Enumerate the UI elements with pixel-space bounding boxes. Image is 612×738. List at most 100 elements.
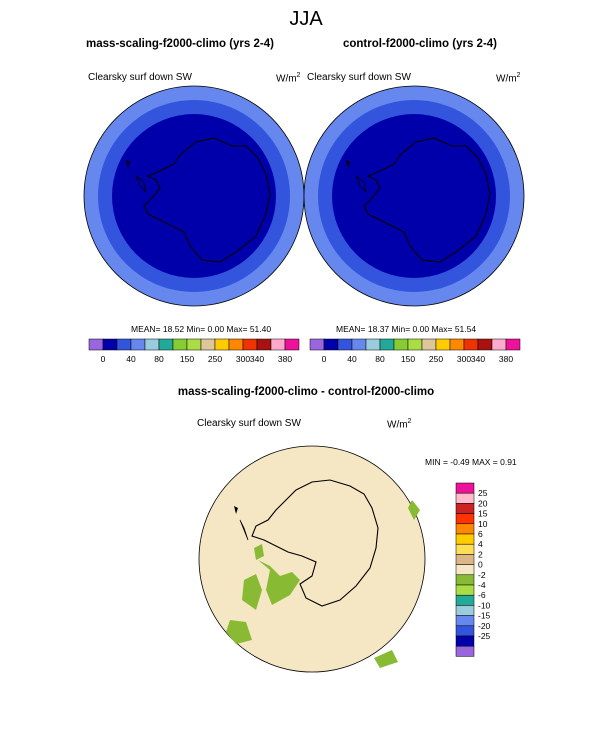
left-colorbar-swatch <box>102 338 118 351</box>
left-stats: MEAN= 18.52 Min= 0.00 Max= 51.40 <box>131 324 272 334</box>
right-colorbar-tick-label: 380 <box>499 354 513 364</box>
diff-colorbar-swatch <box>455 564 475 576</box>
diff-map-peninsula-outline <box>239 519 249 541</box>
right-colorbar-swatch <box>407 338 423 351</box>
diff-map-island <box>234 506 238 514</box>
left-colorbar-tick-label: 300 <box>236 354 250 364</box>
diff-colorbar-tick-label: 10 <box>478 519 488 529</box>
diff-map-patch-3 <box>254 544 264 560</box>
diff-stats: MIN = -0.49 MAX = 0.91 <box>425 457 517 467</box>
left-map-inner-disc <box>112 114 276 278</box>
right-colorbar-swatch <box>491 338 507 351</box>
left-colorbar-tick-label: 40 <box>126 354 136 364</box>
left-colorbar-tick-label: 150 <box>180 354 194 364</box>
diff-colorbar-tick-label: -20 <box>478 621 491 631</box>
right-colorbar-tick-label: 340 <box>471 354 485 364</box>
left-colorbar-swatch <box>228 338 244 351</box>
right-map-inner-disc <box>332 114 496 278</box>
left-map-peninsula-outline <box>135 174 147 194</box>
diff-colorbar-swatch <box>455 574 475 586</box>
diff-panel-title: mass-scaling-f2000-climo - control-f2000… <box>177 386 435 398</box>
diff-colorbar-swatch <box>455 543 475 555</box>
diff-colorbar-tick-label: 15 <box>478 509 488 519</box>
right-colorbar-swatch <box>351 338 367 351</box>
left-colorbar-tick-label: 250 <box>208 354 222 364</box>
left-unit-label: W/m2 <box>276 72 301 85</box>
diff-colorbar-swatch <box>455 584 475 596</box>
right-colorbar-tick-label: 40 <box>347 354 357 364</box>
left-colorbar-swatch <box>242 338 258 351</box>
diff-colorbar-swatch <box>455 645 475 657</box>
right-colorbar-swatch <box>309 338 325 351</box>
left-colorbar-swatch <box>284 338 300 351</box>
diff-map-patch-4 <box>226 620 252 644</box>
left-colorbar-tick-label: 380 <box>278 354 292 364</box>
diff-colorbar-swatch <box>455 513 475 525</box>
right-colorbar-swatch <box>435 338 451 351</box>
right-stats: MEAN= 18.37 Min= 0.00 Max= 51.54 <box>336 324 477 334</box>
diff-map-patch-2 <box>242 574 262 610</box>
left-colorbar-tick-label: 0 <box>101 354 106 364</box>
right-colorbar-tick-label: 250 <box>429 354 443 364</box>
diff-colorbar-swatch <box>455 523 475 535</box>
diff-map-patch-5 <box>374 650 398 668</box>
right-colorbar-swatch <box>337 338 353 351</box>
left-colorbar-swatch <box>116 338 132 351</box>
left-colorbar-swatch <box>144 338 160 351</box>
left-colorbar-swatch <box>88 338 104 351</box>
right-colorbar-tick-label: 300 <box>457 354 471 364</box>
left-variable-label: Clearsky surf down SW <box>88 72 192 83</box>
right-colorbar-swatch <box>421 338 437 351</box>
right-colorbar-swatch <box>477 338 493 351</box>
right-colorbar-swatch <box>365 338 381 351</box>
left-panel-title: mass-scaling-f2000-climo (yrs 2-4) <box>86 38 274 50</box>
right-map-island <box>346 160 350 168</box>
diff-colorbar-swatch <box>455 605 475 616</box>
diff-colorbar-swatch <box>455 594 475 606</box>
right-colorbar-swatch <box>505 338 521 351</box>
left-map-antarctica-outline <box>143 137 271 263</box>
right-colorbar-swatch <box>463 338 479 351</box>
diff-colorbar-tick-label: 20 <box>478 498 488 508</box>
diff-colorbar-tick-label: -4 <box>478 580 486 590</box>
right-panel-title: control-f2000-climo (yrs 2-4) <box>342 38 497 50</box>
left-colorbar-swatch <box>158 338 174 351</box>
diff-colorbar-tick-label: -10 <box>478 600 491 610</box>
right-map <box>303 85 525 307</box>
diff-colorbar-swatch <box>455 503 475 514</box>
diff-colorbar-tick-label: 2 <box>478 549 483 559</box>
diff-colorbar-tick-label: 6 <box>478 529 483 539</box>
left-colorbar-tick-label: 340 <box>250 354 264 364</box>
left-colorbar-swatch <box>172 338 188 351</box>
diff-colorbar-tick-label: 4 <box>478 539 483 549</box>
diff-colorbar-swatch <box>455 533 475 545</box>
diff-colorbar-swatch <box>455 625 475 637</box>
right-colorbar-tick-label: 0 <box>322 354 327 364</box>
left-colorbar: 0 40 80 150 250 300 340 380 <box>88 338 300 364</box>
left-colorbar-swatch <box>256 338 272 351</box>
left-colorbar-swatch <box>200 338 216 351</box>
left-colorbar-swatch <box>186 338 202 351</box>
left-map-island <box>126 160 130 168</box>
diff-colorbar-swatch <box>455 615 475 627</box>
left-colorbar-swatch <box>270 338 286 351</box>
right-map-antarctica-outline <box>363 137 491 263</box>
diff-colorbar-swatch <box>455 554 475 565</box>
right-colorbar-tick-label: 150 <box>401 354 415 364</box>
diff-colorbar-tick-label: 0 <box>478 560 483 570</box>
right-colorbar-swatch <box>379 338 395 351</box>
diff-colorbar-swatch <box>455 482 475 494</box>
right-colorbar: 0 40 80 150 250 300 340 380 <box>309 338 521 364</box>
left-colorbar-swatch <box>130 338 146 351</box>
diff-map-patch-6 <box>408 500 420 520</box>
diff-colorbar-tick-label: -15 <box>478 611 491 621</box>
diff-map-antarctica-outline <box>251 479 379 607</box>
right-colorbar-tick-label: 80 <box>375 354 385 364</box>
right-colorbar-swatch <box>323 338 339 351</box>
diff-colorbar-tick-label: 25 <box>478 488 488 498</box>
diff-colorbar-tick-label: -6 <box>478 590 486 600</box>
diff-map-patch-1 <box>258 560 300 605</box>
right-unit-label: W/m2 <box>496 72 521 85</box>
left-colorbar-tick-label: 80 <box>154 354 164 364</box>
